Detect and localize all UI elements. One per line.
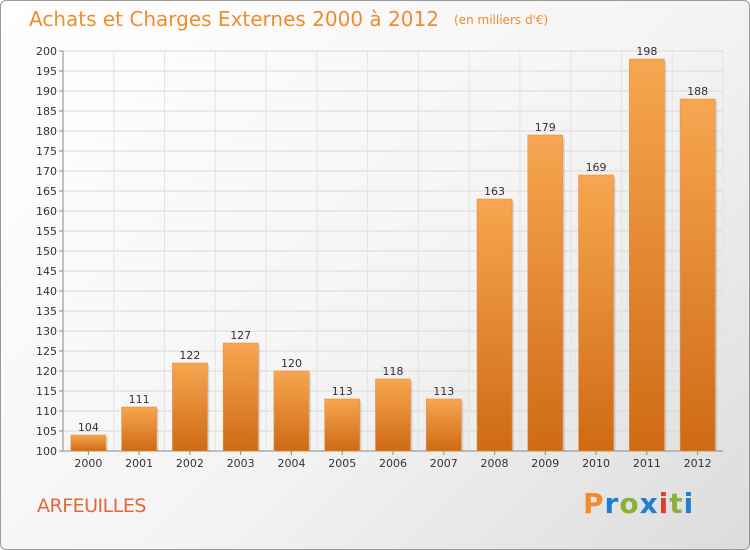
- logo-letter: i: [658, 487, 670, 520]
- y-tick-label: 120: [36, 365, 57, 378]
- bar: [121, 406, 157, 452]
- y-tick-label: 140: [36, 285, 57, 298]
- y-tick-label: 130: [36, 325, 57, 338]
- bar: [375, 378, 411, 452]
- x-tick-label: 2011: [633, 457, 661, 470]
- y-tick-label: 150: [36, 245, 57, 258]
- bar: [273, 370, 310, 452]
- bar-value-label: 188: [687, 85, 708, 98]
- x-tick-label: 2010: [582, 457, 610, 470]
- bar: [70, 434, 107, 452]
- y-tick-label: 110: [36, 405, 57, 418]
- y-tick-label: 105: [36, 425, 57, 438]
- logo-letter: P: [583, 487, 605, 520]
- commune-name: ARFEUILLES: [37, 495, 146, 517]
- bar-value-label: 104: [78, 421, 99, 434]
- bar: [679, 98, 716, 452]
- bar: [324, 398, 361, 452]
- x-tick-label: 2005: [328, 457, 356, 470]
- x-tick-label: 2003: [227, 457, 255, 470]
- bar: [578, 174, 614, 452]
- logo-letter: x: [639, 487, 659, 520]
- logo-letter: o: [619, 487, 640, 520]
- x-tick-label: 2006: [379, 457, 407, 470]
- x-tick-label: 2009: [531, 457, 559, 470]
- y-tick-label: 180: [36, 125, 57, 138]
- y-tick-label: 175: [36, 145, 57, 158]
- y-tick-label: 200: [36, 45, 57, 58]
- bar: [172, 362, 208, 452]
- x-tick-label: 2001: [125, 457, 153, 470]
- bar-value-label: 111: [129, 393, 150, 406]
- y-tick-label: 190: [36, 85, 57, 98]
- logo-letter: r: [604, 487, 620, 520]
- y-tick-label: 125: [36, 345, 57, 358]
- bar: [476, 198, 513, 452]
- bar: [629, 58, 665, 452]
- y-tick-label: 165: [36, 185, 57, 198]
- bar-value-label: 113: [332, 385, 353, 398]
- bar-value-label: 179: [535, 121, 556, 134]
- title-row: Achats et Charges Externes 2000 à 2012 (…: [29, 7, 548, 31]
- x-tick-label: 2012: [684, 457, 712, 470]
- bar-layer: [70, 58, 718, 452]
- bar-value-label: 163: [484, 185, 505, 198]
- bar-value-label: 127: [230, 329, 251, 342]
- axis-layer: 100 105 110 115 120 125 130 135 140 145 150 155 160 1…: [36, 45, 723, 458]
- y-tick-label: 145: [36, 265, 57, 278]
- x-tick-label: 2007: [430, 457, 458, 470]
- y-tick-label: 160: [36, 205, 57, 218]
- y-tick-label: 135: [36, 305, 57, 318]
- bar-value-label: 122: [179, 349, 200, 362]
- y-tick-label: 185: [36, 105, 57, 118]
- x-tick-label: 2004: [277, 457, 305, 470]
- bar-value-label: 118: [383, 365, 404, 378]
- bar: [425, 398, 462, 452]
- bar-value-label: 198: [636, 45, 657, 58]
- bar-value-label: 120: [281, 357, 302, 370]
- logo-letter: i: [683, 487, 695, 520]
- logo-letter: t: [669, 487, 684, 520]
- y-tick-label: 155: [36, 225, 57, 238]
- bar: [222, 342, 259, 452]
- bar: [527, 134, 564, 452]
- x-tick-label: 2008: [481, 457, 509, 470]
- y-tick-label: 115: [36, 385, 57, 398]
- chart-title: Achats et Charges Externes 2000 à 2012: [29, 7, 439, 31]
- x-tick-label: 2002: [176, 457, 204, 470]
- y-tick-label: 170: [36, 165, 57, 178]
- bar-value-label: 169: [586, 161, 607, 174]
- y-tick-label: 195: [36, 65, 57, 78]
- chart-unit: (en milliers d'€): [454, 13, 549, 27]
- proxiti-logo: Proxiti: [583, 487, 694, 520]
- bar-value-label: 113: [433, 385, 454, 398]
- x-tick-label: 2000: [74, 457, 102, 470]
- label-layer: 104 2000 111 2001 122 2002 127 2003 120 2004 113 20…: [74, 45, 711, 470]
- y-tick-label: 100: [36, 445, 57, 458]
